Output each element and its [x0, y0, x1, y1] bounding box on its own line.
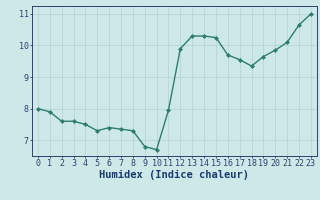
- X-axis label: Humidex (Indice chaleur): Humidex (Indice chaleur): [100, 170, 249, 180]
